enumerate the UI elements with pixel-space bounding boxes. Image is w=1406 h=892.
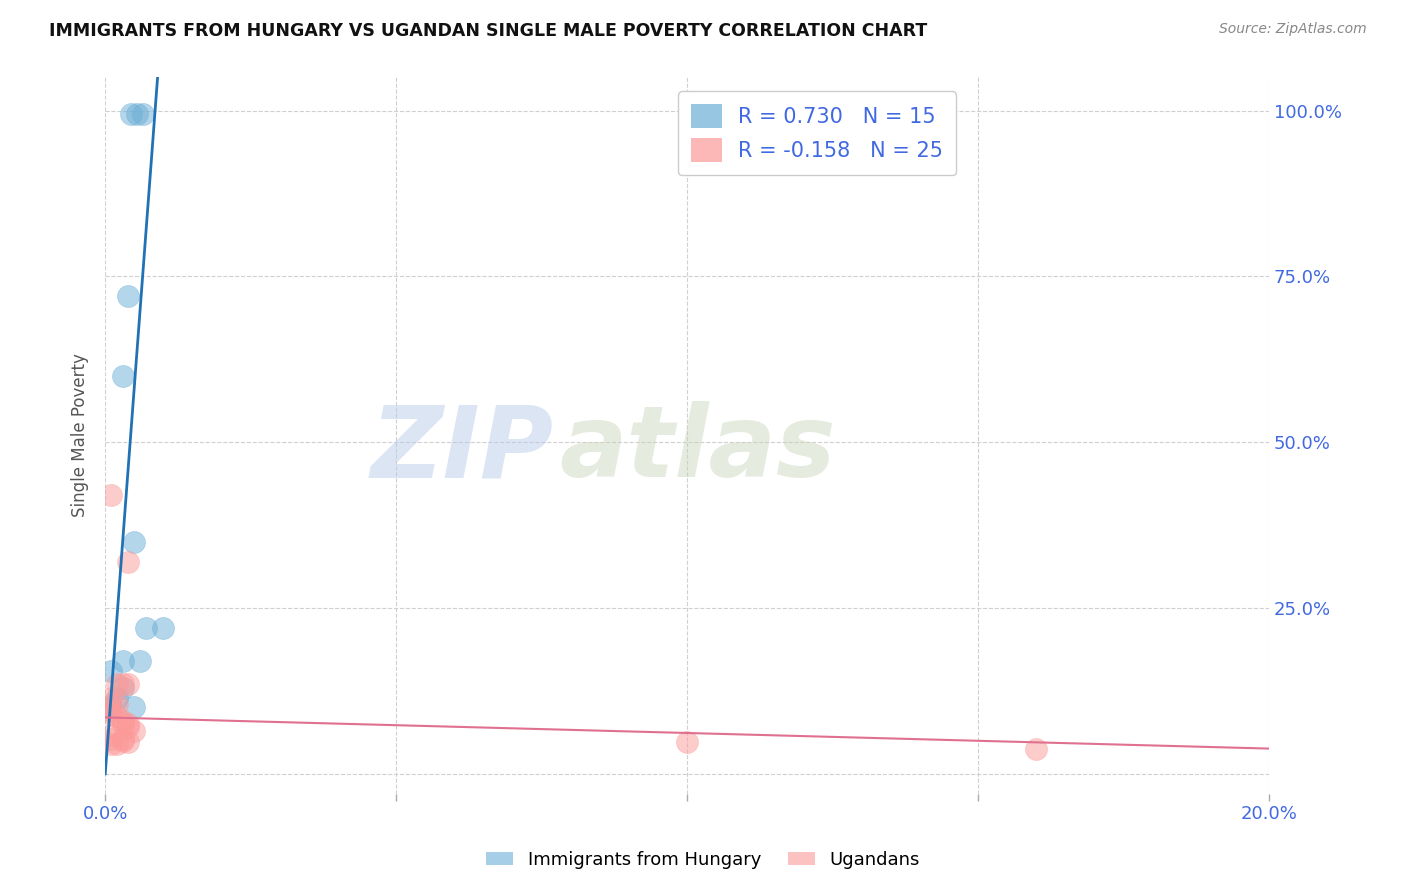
Point bbox=[120, 107, 142, 121]
Point bbox=[100, 690, 122, 705]
Point bbox=[117, 289, 139, 303]
Point bbox=[100, 731, 122, 746]
Point bbox=[105, 710, 128, 724]
Point bbox=[117, 555, 139, 569]
Point bbox=[111, 717, 134, 731]
Point bbox=[100, 707, 122, 722]
Point bbox=[132, 107, 155, 121]
Text: atlas: atlas bbox=[560, 401, 835, 499]
Point bbox=[100, 704, 122, 718]
Point bbox=[105, 697, 128, 711]
Point bbox=[124, 534, 146, 549]
Point bbox=[676, 735, 699, 749]
Point bbox=[111, 368, 134, 383]
Point bbox=[117, 735, 139, 749]
Point bbox=[124, 723, 146, 738]
Point bbox=[100, 664, 122, 678]
Point bbox=[152, 621, 174, 635]
Point bbox=[117, 720, 139, 734]
Point bbox=[129, 654, 152, 668]
Text: IMMIGRANTS FROM HUNGARY VS UGANDAN SINGLE MALE POVERTY CORRELATION CHART: IMMIGRANTS FROM HUNGARY VS UGANDAN SINGL… bbox=[49, 22, 928, 40]
Point bbox=[111, 681, 134, 695]
Point bbox=[100, 488, 122, 502]
Point bbox=[135, 621, 157, 635]
Text: Source: ZipAtlas.com: Source: ZipAtlas.com bbox=[1219, 22, 1367, 37]
Point bbox=[124, 700, 146, 714]
Point bbox=[105, 677, 128, 691]
Point bbox=[100, 700, 122, 714]
Legend: Immigrants from Hungary, Ugandans: Immigrants from Hungary, Ugandans bbox=[479, 844, 927, 876]
Point bbox=[111, 677, 134, 691]
Point bbox=[127, 107, 149, 121]
Text: ZIP: ZIP bbox=[370, 401, 553, 499]
Point bbox=[1025, 741, 1047, 756]
Legend: R = 0.730   N = 15, R = -0.158   N = 25: R = 0.730 N = 15, R = -0.158 N = 25 bbox=[678, 92, 956, 175]
Point bbox=[111, 731, 134, 746]
Point bbox=[111, 654, 134, 668]
Point bbox=[105, 737, 128, 751]
Point bbox=[100, 728, 122, 742]
Point bbox=[105, 690, 128, 705]
Point bbox=[111, 733, 134, 747]
Point bbox=[111, 714, 134, 728]
Point bbox=[117, 717, 139, 731]
Point bbox=[100, 737, 122, 751]
Point bbox=[117, 677, 139, 691]
Y-axis label: Single Male Poverty: Single Male Poverty bbox=[72, 353, 89, 517]
Point bbox=[100, 697, 122, 711]
